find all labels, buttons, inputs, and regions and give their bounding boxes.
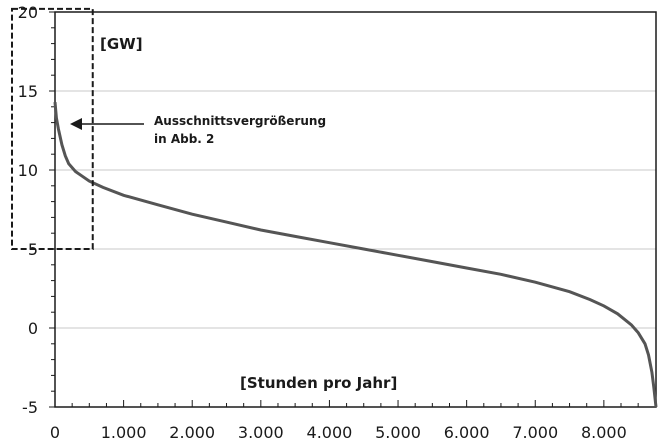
y-tick-label: 10 [18, 161, 38, 180]
load-duration-curve [53, 101, 658, 408]
x-tick-label: 7.000 [512, 423, 558, 441]
y-tick-label: -5 [22, 398, 38, 417]
y-tick-label: 5 [28, 240, 38, 259]
x-minor-ticks [54, 400, 656, 407]
x-unit-label: [Stunden pro Jahr] [240, 374, 397, 392]
zoom-region-box [11, 7, 94, 251]
grid-lines [55, 11, 656, 329]
x-tick-label: 6.000 [444, 423, 490, 441]
x-tick-label: 0 [50, 423, 60, 441]
y-tick-label: 0 [28, 319, 38, 338]
y-tick-labels: -5 0 5 10 15 20 [18, 3, 38, 417]
x-tick-label: 8.000 [581, 423, 627, 441]
y-tick-label: 15 [18, 82, 38, 101]
y-unit-label: [GW] [100, 35, 143, 53]
annotation-line-2: in Abb. 2 [154, 132, 214, 146]
x-tick-label: 3.000 [238, 423, 284, 441]
y-minor-ticks [49, 11, 55, 408]
x-tick-label: 2.000 [169, 423, 215, 441]
annotation-line-1: Ausschnittsvergrößerung [154, 114, 326, 128]
y-tick-label: 20 [18, 3, 38, 22]
x-tick-label: 5.000 [375, 423, 421, 441]
x-tick-label: 4.000 [307, 423, 353, 441]
annotation-arrowhead [70, 118, 82, 130]
x-tick-labels: 0 1.000 2.000 3.000 4.000 5.000 6.000 7.000 8.00… [50, 423, 627, 441]
plot-frame [54, 11, 657, 408]
x-tick-label: 1.000 [101, 423, 147, 441]
